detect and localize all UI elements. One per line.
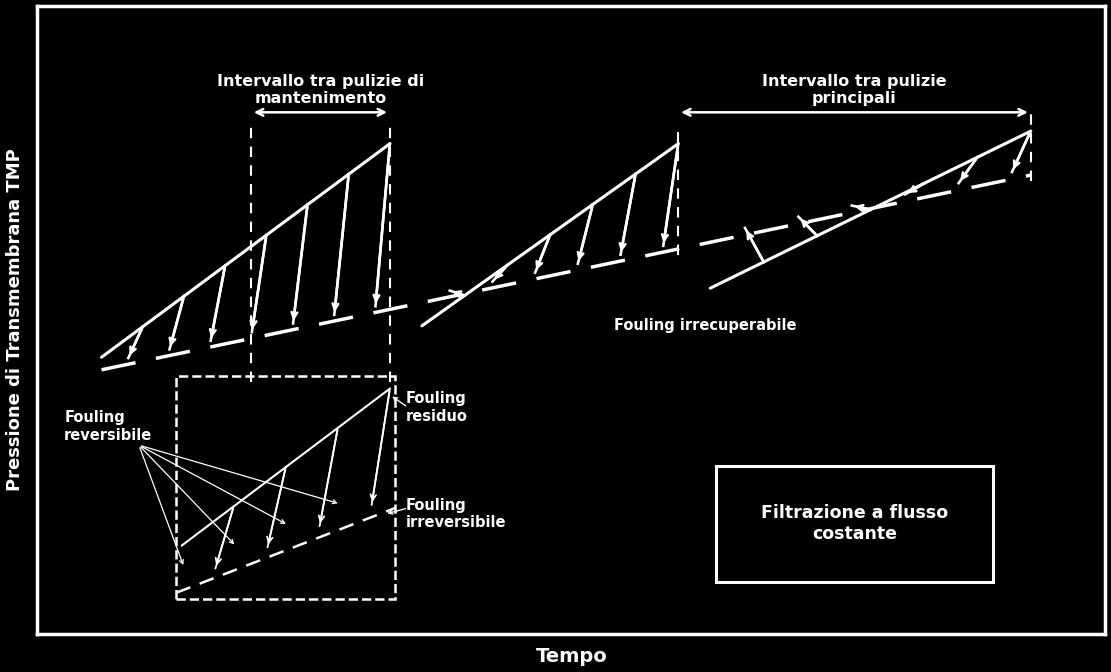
Text: Fouling
residuo: Fouling residuo [406,391,468,423]
Text: Fouling irrecuperabile: Fouling irrecuperabile [614,319,797,333]
Text: Fouling
irreversibile: Fouling irreversibile [406,498,507,530]
Text: Intervallo tra pulizie di
mantenimento: Intervallo tra pulizie di mantenimento [217,74,424,106]
Y-axis label: Pressione di Transmembrana TMP: Pressione di Transmembrana TMP [6,149,23,491]
FancyBboxPatch shape [715,466,993,582]
Text: Fouling
reversibile: Fouling reversibile [64,410,152,443]
X-axis label: Tempo: Tempo [536,647,608,667]
Text: Intervallo tra pulizie
principali: Intervallo tra pulizie principali [762,74,947,106]
Text: Filtrazione a flusso
costante: Filtrazione a flusso costante [761,504,948,543]
